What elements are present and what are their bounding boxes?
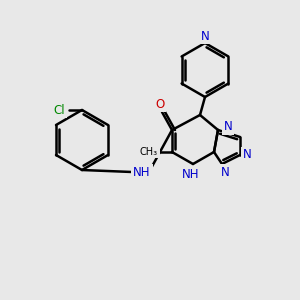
- Text: Cl: Cl: [53, 103, 65, 116]
- Text: O: O: [155, 98, 165, 110]
- Text: CH₃: CH₃: [140, 147, 158, 157]
- Text: N: N: [220, 166, 230, 178]
- Text: N: N: [243, 148, 251, 161]
- Text: N: N: [201, 29, 209, 43]
- Text: NH: NH: [182, 167, 200, 181]
- Text: NH: NH: [133, 166, 151, 178]
- Text: N: N: [224, 121, 232, 134]
